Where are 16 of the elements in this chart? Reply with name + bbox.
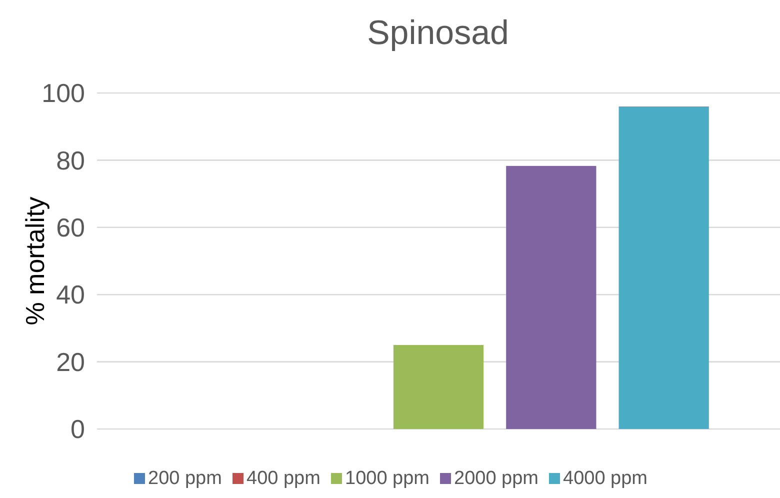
y-tick-label: 80	[56, 145, 85, 176]
y-tick-label: 60	[56, 212, 85, 242]
y-tick-label: 0	[70, 414, 85, 444]
chart-title: Spinosad	[367, 14, 509, 52]
legend-label: 1000 ppm	[345, 468, 430, 489]
y-axis-title: % mortality	[20, 196, 50, 326]
legend-label: 200 ppm	[148, 468, 222, 489]
y-tick-label: 100	[42, 78, 85, 108]
bar	[618, 106, 709, 429]
y-tick-label: 20	[56, 346, 85, 377]
bar	[506, 166, 596, 429]
legend-label: 400 ppm	[246, 468, 320, 489]
bar	[393, 345, 484, 429]
legend-label: 4000 ppm	[563, 468, 648, 489]
legend-label: 2000 ppm	[454, 468, 539, 489]
y-tick-label: 40	[56, 280, 85, 310]
